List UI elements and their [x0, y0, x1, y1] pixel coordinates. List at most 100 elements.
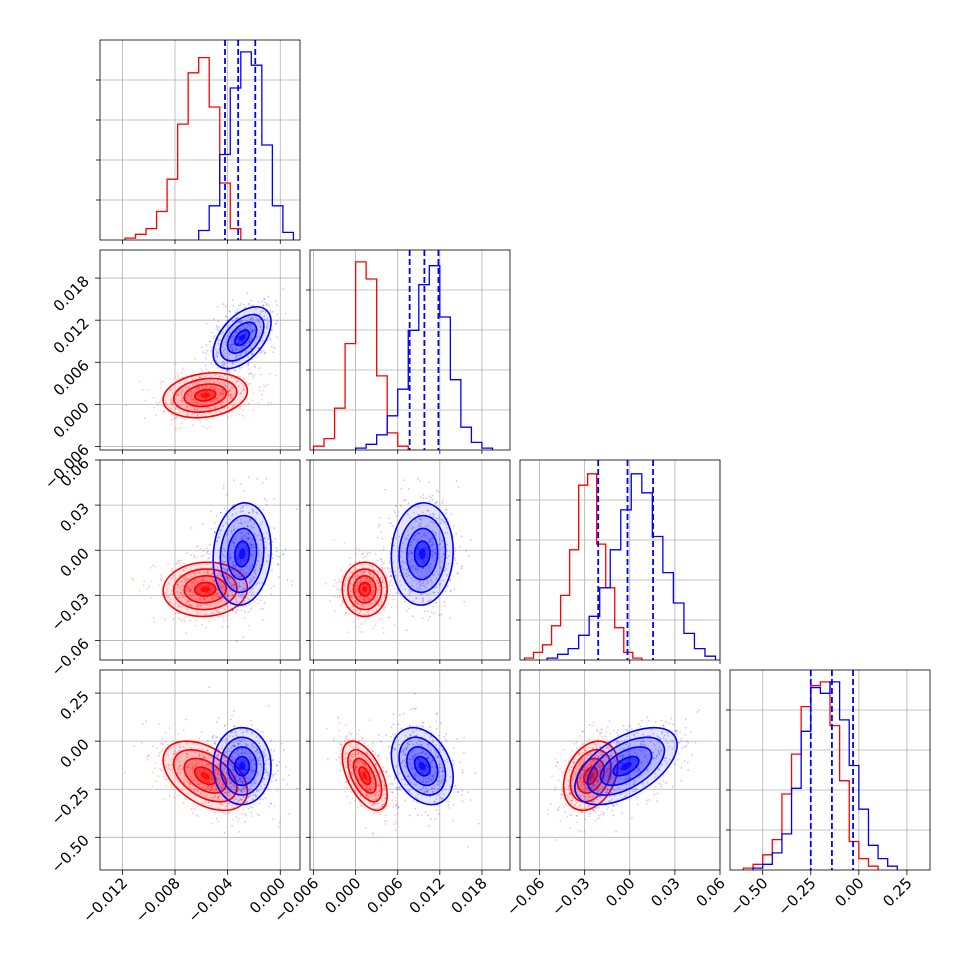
sample-point	[230, 397, 233, 399]
sample-point	[204, 375, 206, 378]
sample-point	[439, 566, 442, 569]
sample-point	[197, 612, 200, 614]
sample-point	[216, 399, 219, 401]
sample-point	[222, 487, 225, 490]
sample-point	[396, 515, 398, 517]
sample-point	[356, 733, 359, 735]
sample-point	[201, 623, 203, 626]
sample-point	[418, 523, 421, 525]
sample-point	[227, 576, 229, 578]
sample-point	[431, 536, 434, 539]
sample-point	[203, 613, 206, 616]
sample-point	[236, 378, 239, 381]
sample-point	[252, 510, 255, 513]
sample-point	[196, 408, 198, 411]
sample-point	[371, 591, 374, 594]
sample-point	[184, 386, 187, 389]
sample-point	[379, 577, 382, 579]
scatter-content	[324, 477, 472, 634]
sample-point	[296, 787, 298, 790]
sample-point	[217, 394, 220, 397]
sample-point	[232, 564, 235, 566]
sample-point	[385, 574, 388, 577]
sample-point	[203, 401, 206, 404]
sample-point	[239, 511, 242, 513]
sample-point	[192, 591, 195, 593]
sample-point	[161, 738, 164, 740]
sample-point	[230, 415, 233, 417]
sample-point	[242, 324, 245, 327]
sample-point	[420, 570, 423, 573]
sample-point	[238, 320, 241, 323]
sample-point	[255, 308, 257, 311]
sample-point	[240, 519, 242, 521]
sample-point	[178, 560, 181, 562]
sample-point	[367, 744, 369, 747]
sample-point	[345, 576, 348, 578]
sample-point	[174, 376, 177, 379]
sample-point	[383, 562, 385, 565]
sample-point	[429, 593, 432, 595]
sample-point	[359, 603, 362, 606]
sample-point	[184, 798, 187, 800]
sample-point	[171, 577, 174, 580]
sample-point	[431, 581, 433, 583]
scatter-panel-1-0	[99, 249, 301, 451]
sample-point	[245, 342, 248, 344]
sample-point	[390, 726, 393, 729]
sample-point	[151, 771, 154, 774]
sample-point	[185, 396, 187, 399]
sample-point	[182, 585, 184, 587]
sample-point	[361, 553, 363, 555]
sample-point	[197, 418, 200, 421]
sample-point	[233, 583, 236, 586]
sample-point	[231, 513, 234, 515]
sample-point	[237, 818, 240, 820]
sample-point	[389, 560, 391, 563]
sample-point	[177, 591, 180, 593]
sample-point	[372, 585, 375, 588]
sample-point	[228, 394, 230, 397]
sample-point	[222, 354, 225, 356]
sample-point	[253, 523, 255, 525]
sample-point	[364, 599, 366, 601]
sample-point	[225, 573, 228, 576]
sample-point	[247, 373, 250, 376]
sample-point	[399, 580, 401, 582]
contour-line-1	[212, 306, 272, 370]
sample-point	[366, 611, 369, 614]
sample-point	[145, 720, 147, 723]
sample-point	[396, 567, 399, 569]
sample-point	[238, 304, 240, 307]
sample-point	[365, 577, 368, 580]
sample-point	[225, 575, 228, 578]
sample-point	[231, 350, 234, 352]
sample-point	[212, 318, 215, 320]
sample-point	[226, 530, 229, 533]
sample-point	[445, 508, 448, 511]
histogram-series-0	[312, 261, 409, 450]
sample-point	[205, 357, 208, 360]
sample-point	[380, 598, 383, 601]
sample-point	[384, 567, 386, 570]
sample-point	[241, 605, 244, 608]
sample-point	[371, 568, 374, 571]
sample-point	[343, 583, 346, 585]
sample-point	[264, 385, 267, 388]
sample-point	[440, 556, 443, 558]
sample-point	[218, 616, 221, 618]
sample-point	[177, 605, 179, 608]
sample-point	[234, 377, 236, 380]
sample-point	[256, 559, 259, 562]
sample-point	[247, 364, 250, 367]
sample-point	[210, 800, 213, 802]
sample-point	[394, 829, 397, 831]
sample-point	[164, 399, 167, 401]
sample-point	[367, 611, 370, 613]
sample-point	[230, 376, 233, 378]
sample-point	[356, 609, 359, 611]
sample-point	[150, 597, 152, 599]
sample-point	[366, 579, 368, 582]
sample-point	[211, 581, 214, 584]
sample-point	[190, 808, 193, 811]
